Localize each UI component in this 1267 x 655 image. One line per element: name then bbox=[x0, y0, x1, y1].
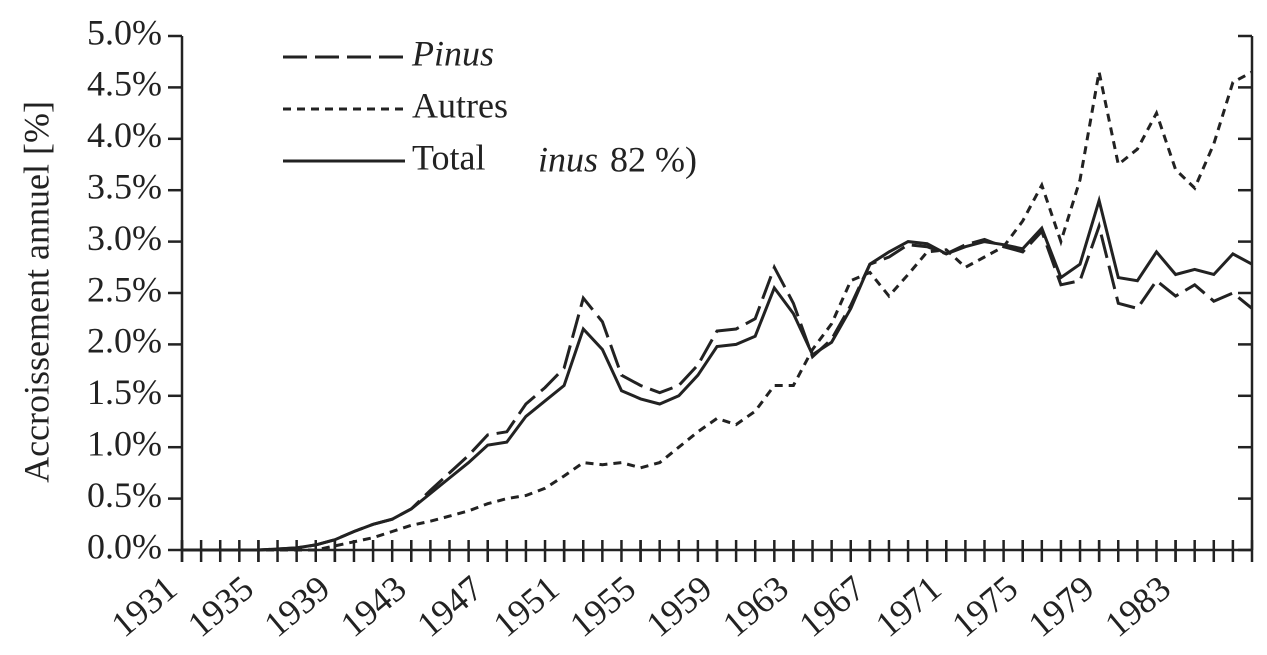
x-tick-label: 1939 bbox=[256, 568, 337, 645]
x-tick-label: 1983 bbox=[1097, 568, 1178, 645]
x-tick-label: 1931 bbox=[104, 568, 185, 645]
y-tick-label: 3.0% bbox=[87, 218, 162, 258]
y-tick-label: 5.0% bbox=[87, 12, 162, 52]
y-tick-label: 4.5% bbox=[87, 64, 162, 104]
x-tick-label: 1979 bbox=[1021, 568, 1102, 645]
y-tick-label: 3.5% bbox=[87, 166, 162, 206]
x-tick-label: 1951 bbox=[486, 568, 567, 645]
x-tick-label: 1971 bbox=[868, 568, 949, 645]
series-line bbox=[182, 70, 1253, 552]
y-tick-label: 2.5% bbox=[87, 269, 162, 309]
y-tick-label: 1.0% bbox=[87, 423, 162, 463]
y-tick-label: 4.0% bbox=[87, 115, 162, 155]
legend-label: Autres bbox=[412, 85, 508, 125]
annotation: 82 %) bbox=[610, 139, 697, 179]
annotation: inus bbox=[538, 139, 598, 179]
y-tick-label: 0.0% bbox=[87, 526, 162, 566]
y-tick-label: 2.0% bbox=[87, 321, 162, 361]
x-tick-label: 1967 bbox=[791, 568, 872, 645]
y-tick-label: 0.5% bbox=[87, 475, 162, 515]
y-axis-label: Accroissement annuel [%] bbox=[16, 101, 56, 483]
series-line bbox=[182, 194, 1253, 552]
x-tick-label: 1943 bbox=[333, 568, 414, 645]
x-tick-label: 1955 bbox=[562, 568, 643, 645]
x-tick-label: 1959 bbox=[639, 568, 720, 645]
legend-label: Pinus bbox=[411, 33, 494, 73]
x-tick-label: 1947 bbox=[409, 568, 490, 645]
series-line bbox=[182, 220, 1253, 552]
x-tick-label: 1975 bbox=[944, 568, 1025, 645]
y-tick-label: 1.5% bbox=[87, 372, 162, 412]
x-tick-label: 1963 bbox=[715, 568, 796, 645]
x-tick-label: 1935 bbox=[180, 568, 261, 645]
legend-label: Total bbox=[412, 137, 485, 177]
